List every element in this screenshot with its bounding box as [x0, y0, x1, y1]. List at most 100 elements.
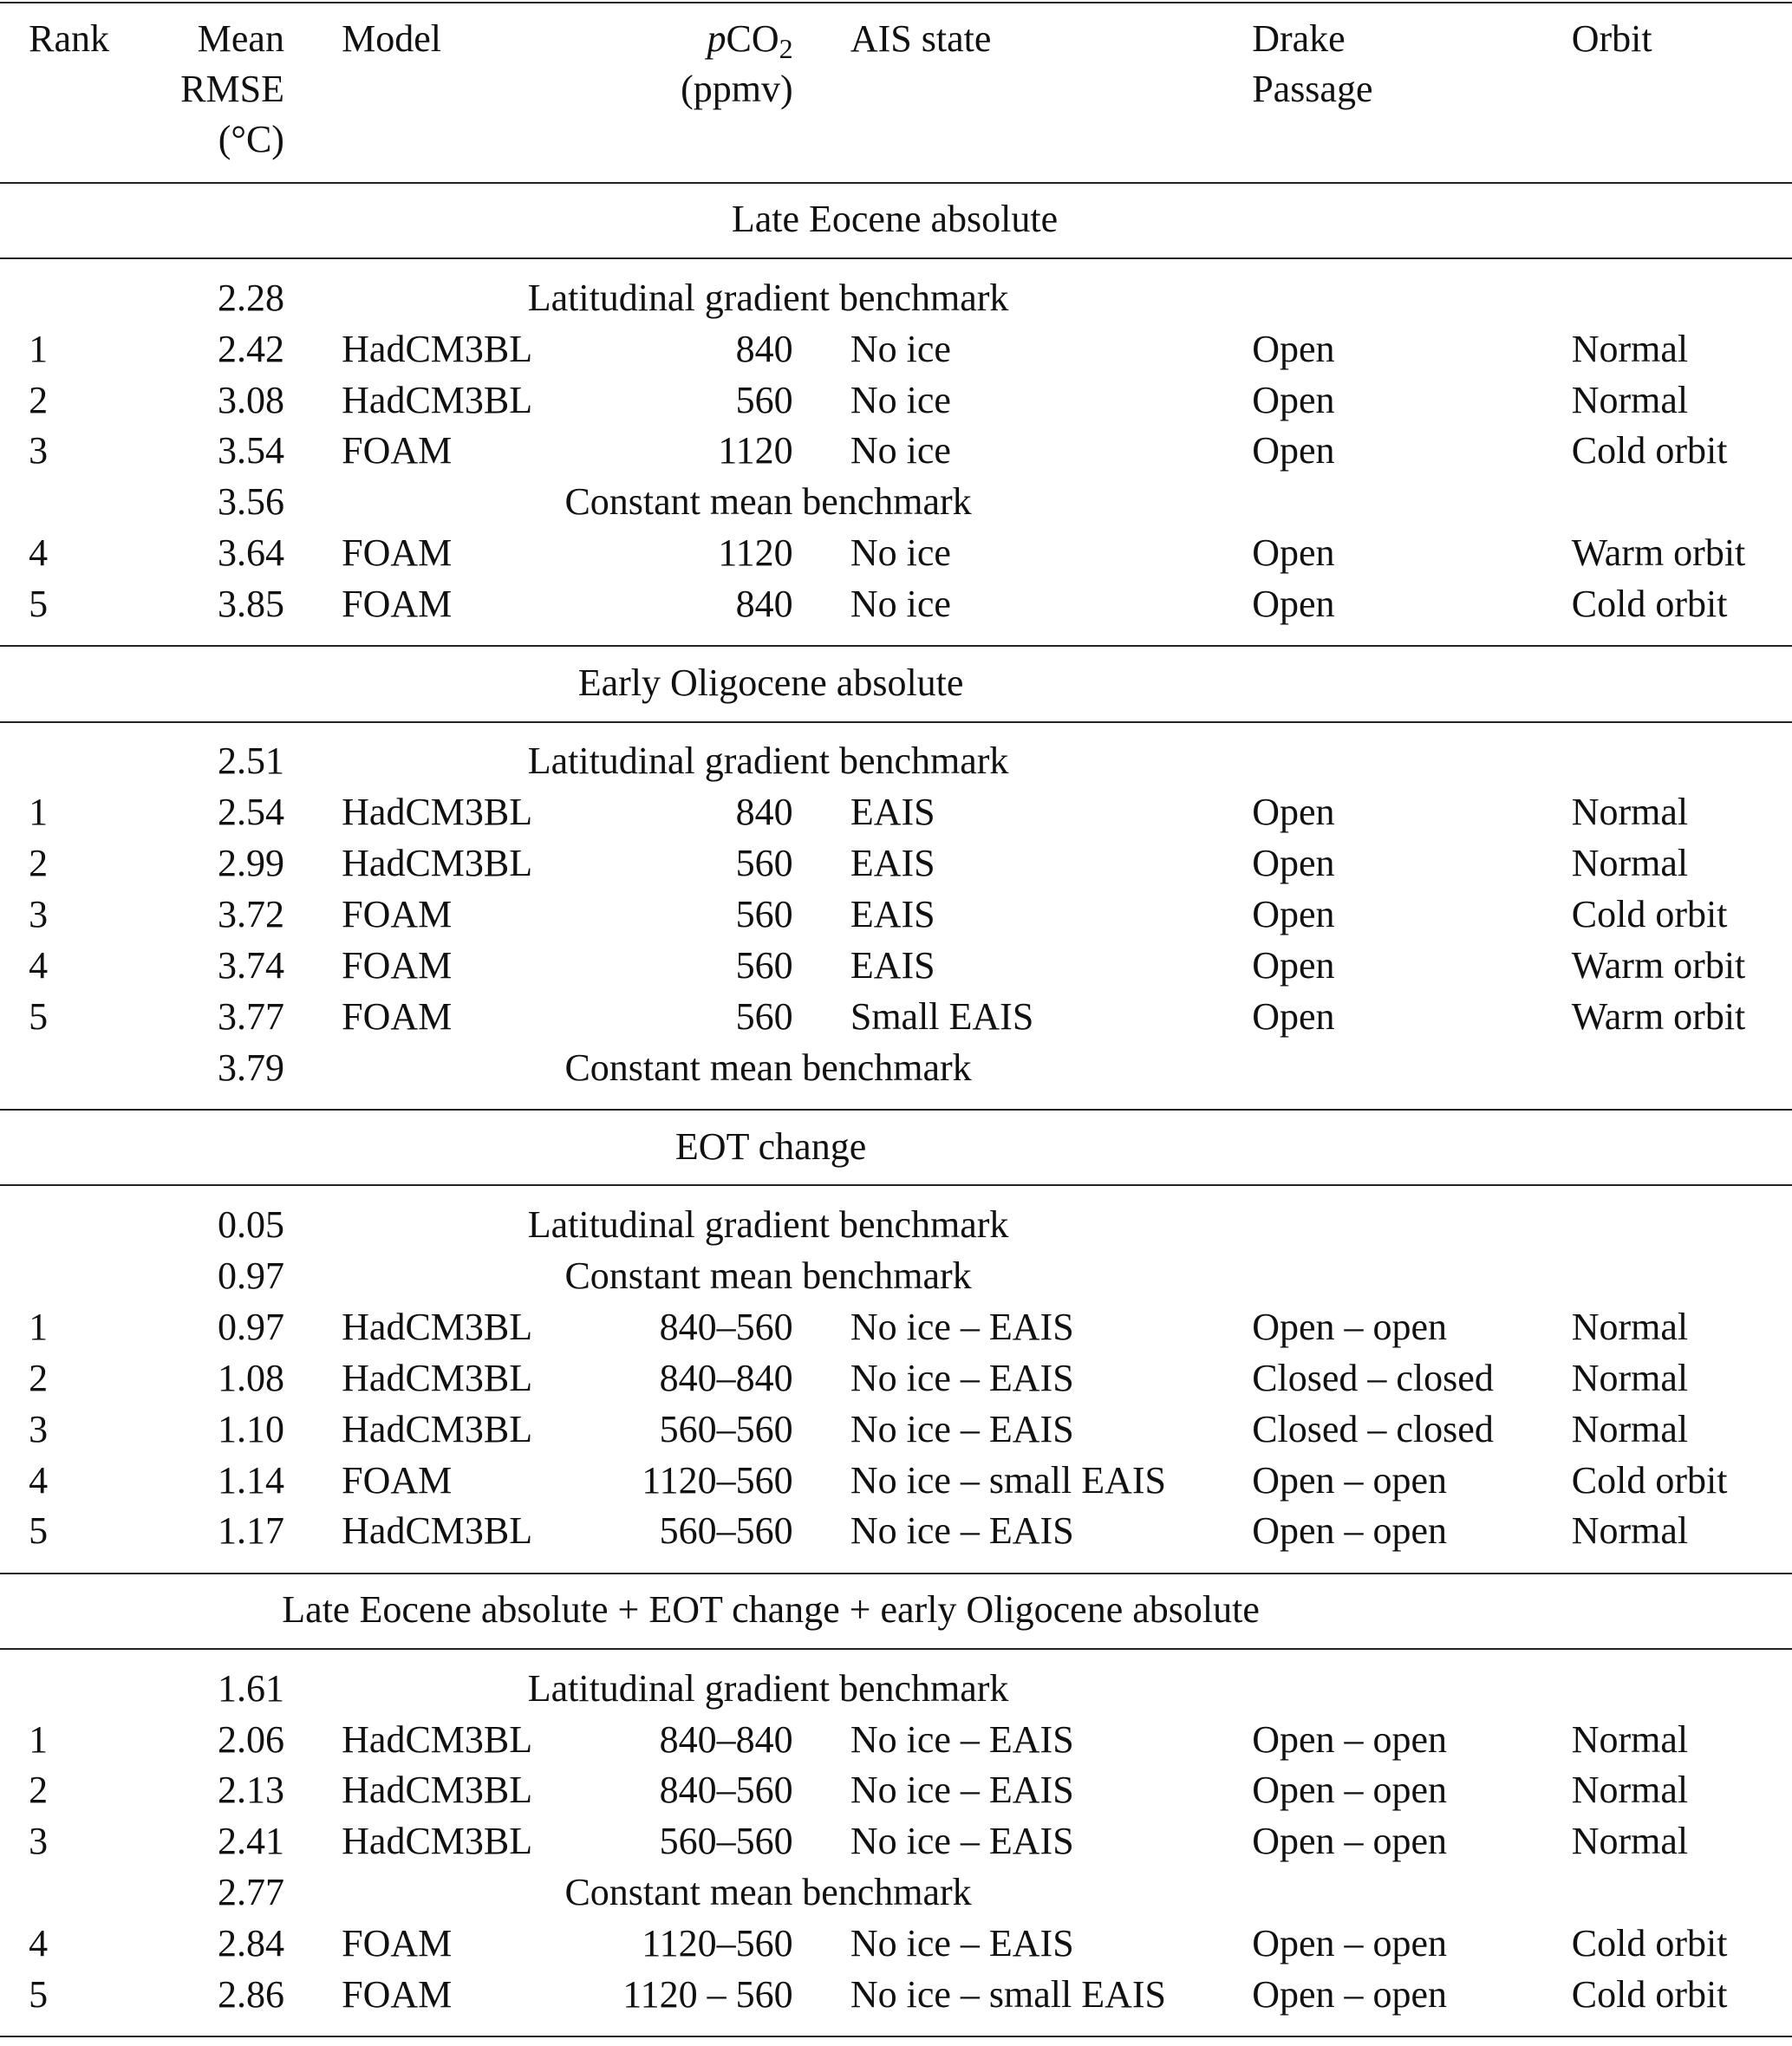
table-cell: Open — [1252, 583, 1335, 626]
table-cell: 3.77 — [217, 994, 284, 1038]
table-cell: 560 — [735, 943, 793, 987]
benchmark-label: Latitudinal gradient benchmark — [527, 740, 1009, 783]
table-cell: No ice – small EAIS — [850, 1973, 1167, 2017]
rule — [0, 1572, 1792, 1574]
table-cell: EAIS — [850, 791, 935, 834]
table-cell: Open – open — [1252, 1769, 1448, 1812]
table-cell: 5 — [29, 994, 49, 1038]
rule — [0, 1184, 1792, 1187]
header-cell: (°C) — [218, 117, 284, 160]
table-cell: Normal — [1571, 1717, 1689, 1761]
table-cell: Cold orbit — [1571, 1922, 1728, 1965]
table-cell: 1 — [29, 1305, 49, 1348]
table-cell: 2 — [29, 1356, 49, 1399]
table-cell: HadCM3BL — [342, 378, 533, 421]
benchmark-rmse: 1.61 — [217, 1666, 284, 1710]
table-cell: Normal — [1571, 791, 1689, 834]
table-cell: No ice — [850, 531, 951, 575]
table-cell: 560–560 — [659, 1407, 793, 1450]
table-cell: Normal — [1571, 327, 1689, 370]
table-cell: Closed – closed — [1252, 1407, 1494, 1450]
table-cell: FOAM — [342, 429, 453, 472]
header-cell: Orbit — [1571, 17, 1652, 61]
table-cell: 1.14 — [217, 1458, 284, 1502]
table-cell: 5 — [29, 583, 49, 626]
header-text: CO — [726, 17, 779, 61]
table-cell: Open – open — [1252, 1973, 1448, 2017]
table-cell: HadCM3BL — [342, 1305, 533, 1348]
table-cell: Open — [1252, 327, 1335, 370]
table-cell: 840 — [735, 791, 793, 834]
table-cell: Open — [1252, 531, 1335, 575]
benchmark-label: Latitudinal gradient benchmark — [527, 1203, 1009, 1247]
table-cell: HadCM3BL — [342, 1509, 533, 1553]
rule — [0, 2036, 1792, 2038]
table-cell: 1 — [29, 327, 49, 370]
table-cell: Normal — [1571, 378, 1689, 421]
table-cell: Open – open — [1252, 1458, 1448, 1502]
table-cell: 3.08 — [217, 378, 284, 421]
table-cell: HadCM3BL — [342, 327, 533, 370]
table-cell: 840–840 — [659, 1717, 793, 1761]
table-cell: Normal — [1571, 1356, 1689, 1399]
table-cell: Cold orbit — [1571, 429, 1728, 472]
table-cell: Open — [1252, 994, 1335, 1038]
table-cell: 3 — [29, 893, 49, 936]
table-cell: Open — [1252, 893, 1335, 936]
table-cell: HadCM3BL — [342, 842, 533, 885]
table-cell: FOAM — [342, 893, 453, 936]
table-cell: No ice – EAIS — [850, 1509, 1074, 1553]
table-cell: 2.13 — [217, 1769, 284, 1812]
section-title: EOT change — [674, 1124, 867, 1168]
table-cell: 2 — [29, 1769, 49, 1812]
table-cell: No ice — [850, 378, 951, 421]
table-cell: No ice — [850, 583, 951, 626]
table-cell: 1 — [29, 791, 49, 834]
table-cell: 2.06 — [217, 1717, 284, 1761]
table-cell: No ice – EAIS — [850, 1769, 1074, 1812]
rule — [0, 257, 1792, 259]
table-cell: Closed – closed — [1252, 1356, 1494, 1399]
table-cell: 560 — [735, 994, 793, 1038]
benchmark-rmse: 0.97 — [217, 1254, 284, 1297]
table-cell: HadCM3BL — [342, 1356, 533, 1399]
table-cell: No ice — [850, 429, 951, 472]
table-cell: 5 — [29, 1509, 49, 1553]
table-cell: 4 — [29, 1922, 49, 1965]
header-cell: Rank — [29, 17, 109, 61]
section-title: Late Eocene absolute + EOT change + earl… — [282, 1588, 1260, 1632]
table-cell: FOAM — [342, 943, 453, 987]
table-cell: 1120–560 — [642, 1458, 793, 1502]
table-cell: FOAM — [342, 994, 453, 1038]
table-cell: FOAM — [342, 1973, 453, 2017]
table-cell: Cold orbit — [1571, 1973, 1728, 2017]
table-cell: 2.42 — [217, 327, 284, 370]
table-cell: 560 — [735, 842, 793, 885]
table-cell: Open – open — [1252, 1717, 1448, 1761]
table-cell: HadCM3BL — [342, 1717, 533, 1761]
benchmark-label: Latitudinal gradient benchmark — [527, 276, 1009, 319]
table-cell: Normal — [1571, 1305, 1689, 1348]
header-cell: Model — [342, 17, 442, 61]
header-cell: RMSE — [180, 68, 284, 111]
table-cell: 3 — [29, 1820, 49, 1863]
table-cell: 560–560 — [659, 1820, 793, 1863]
table-cell: 5 — [29, 1973, 49, 2017]
benchmark-rmse: 2.51 — [217, 740, 284, 783]
table-cell: Normal — [1571, 1769, 1689, 1812]
table-cell: 840–560 — [659, 1769, 793, 1812]
benchmark-label: Constant mean benchmark — [564, 1871, 972, 1914]
table-cell: 1120–560 — [642, 1922, 793, 1965]
table-cell: 2 — [29, 842, 49, 885]
table-cell: 1120 – 560 — [622, 1973, 793, 2017]
table-cell: FOAM — [342, 531, 453, 575]
table-cell: Normal — [1571, 1407, 1689, 1450]
table-cell: 1.17 — [217, 1509, 284, 1553]
table-cell: No ice – EAIS — [850, 1407, 1074, 1450]
table-cell: EAIS — [850, 943, 935, 987]
table-cell: EAIS — [850, 842, 935, 885]
table-cell: HadCM3BL — [342, 791, 533, 834]
table-cell: 840–560 — [659, 1305, 793, 1348]
table-cell: 0.97 — [217, 1305, 284, 1348]
